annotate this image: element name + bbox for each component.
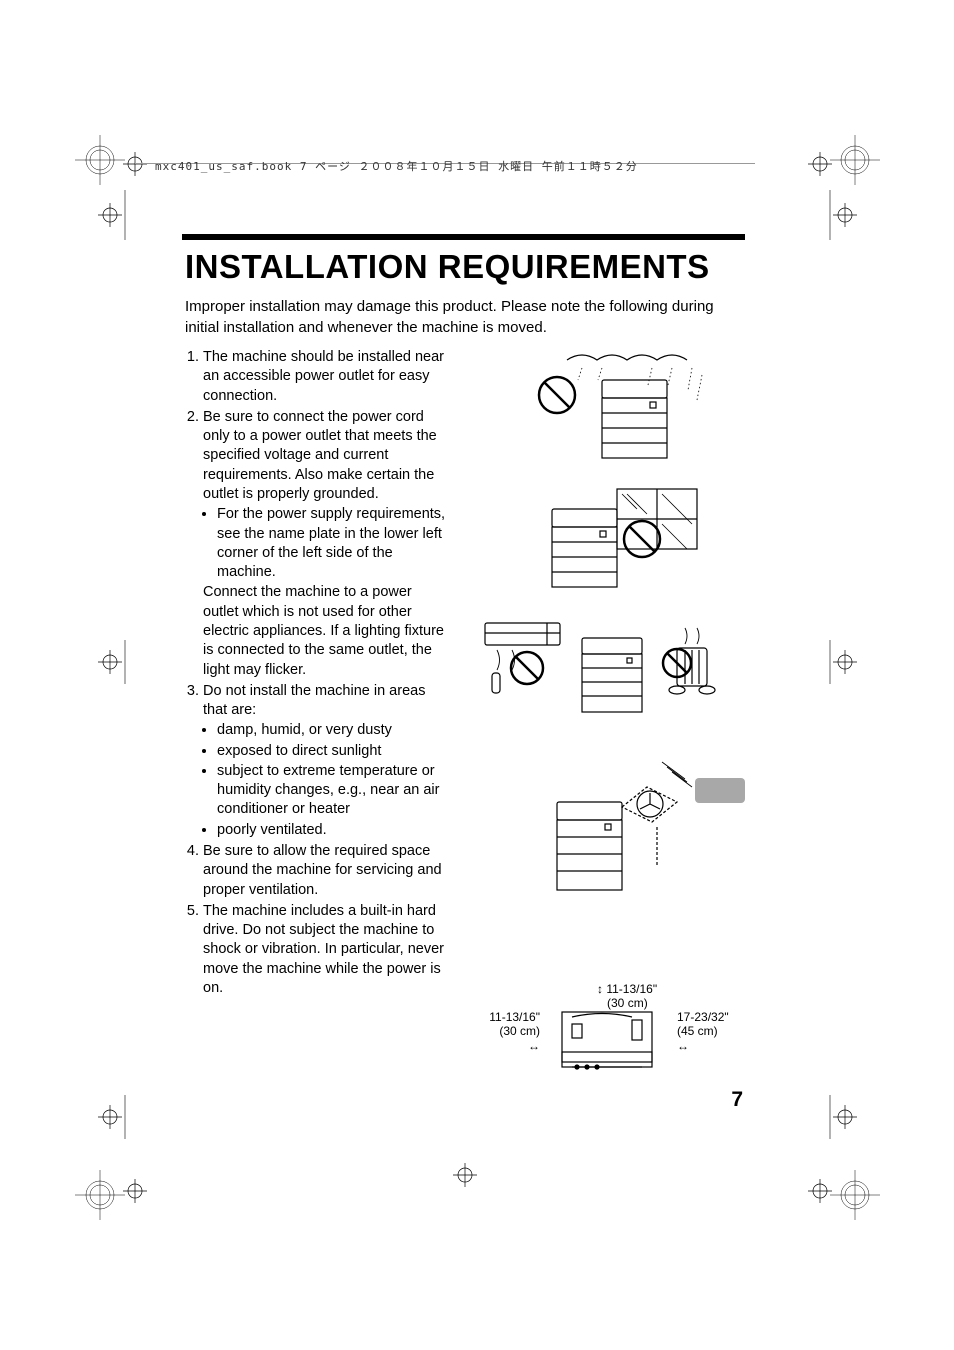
list-item-3-b2: exposed to direct sunlight <box>217 742 451 761</box>
list-item-3-b4: poorly ventilated. <box>217 821 451 840</box>
header-file-info: mxc401_us_saf.book 7 ページ ２００８年１０月１５日 水曜日… <box>155 158 638 174</box>
instruction-list: The machine should be installed near an … <box>185 348 451 1000</box>
list-item-2: Be sure to connect the power cord only t… <box>203 408 451 680</box>
list-item-3-b3: subject to extreme temperature or humidi… <box>217 762 451 820</box>
list-item-3-text: Do not install the machine in areas that… <box>203 683 425 718</box>
list-item-1: The machine should be installed near an … <box>203 348 451 406</box>
illus-rain <box>472 350 742 470</box>
list-item-2-sub: Connect the machine to a power outlet wh… <box>203 583 451 679</box>
crop-mark-side-br <box>800 1095 880 1145</box>
illus-ventilation <box>472 757 742 917</box>
page-number: 7 <box>731 1088 743 1112</box>
illustration-area <box>472 350 742 931</box>
intro-paragraph: Improper installation may damage this pr… <box>185 296 743 338</box>
list-item-3: Do not install the machine in areas that… <box>203 682 451 840</box>
crop-mark-bottom-center <box>440 1150 490 1200</box>
list-item-4: Be sure to allow the required space arou… <box>203 842 451 900</box>
crop-mark-bottom-right <box>800 1140 880 1220</box>
crop-mark-side-tl <box>75 190 155 240</box>
crop-mark-side-ml <box>75 640 155 690</box>
crop-mark-side-tr <box>800 190 880 240</box>
illus-sunlight <box>472 484 742 604</box>
crop-mark-side-bl <box>75 1095 155 1145</box>
list-item-2-text: Be sure to connect the power cord only t… <box>203 409 437 502</box>
crop-mark-bottom-left <box>75 1140 155 1220</box>
list-item-5: The machine includes a built-in hard dri… <box>203 902 451 998</box>
page-title: INSTALLATION REQUIREMENTS <box>185 248 710 286</box>
clearance-svg <box>472 982 742 1082</box>
title-rule <box>182 234 745 240</box>
list-item-3-b1: damp, humid, or very dusty <box>217 721 451 740</box>
illus-ac-humidity <box>472 618 742 743</box>
list-item-2-bullet: For the power supply requirements, see t… <box>217 505 451 582</box>
crop-mark-side-mr <box>800 640 880 690</box>
